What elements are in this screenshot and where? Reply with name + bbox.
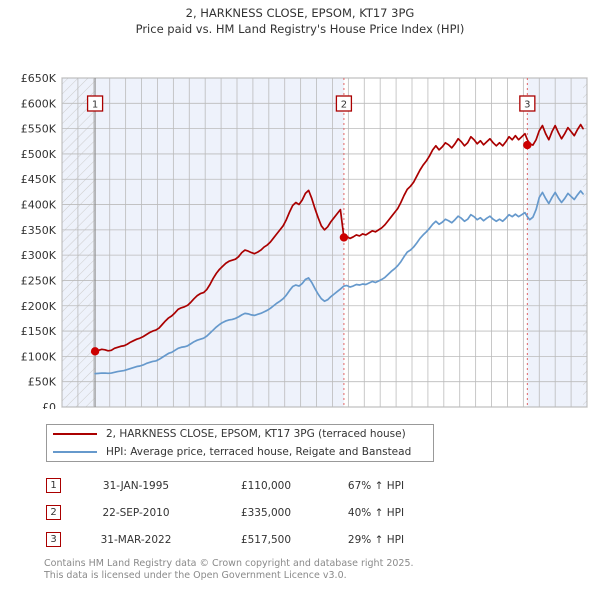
- svg-text:£100K: £100K: [21, 350, 57, 363]
- svg-text:£50K: £50K: [28, 376, 57, 389]
- footer-attribution: Contains HM Land Registry data © Crown c…: [44, 558, 564, 582]
- svg-text:£550K: £550K: [21, 123, 57, 136]
- page-title: 2, HARKNESS CLOSE, EPSOM, KT17 3PG: [185, 6, 415, 20]
- svg-text:3: 3: [524, 100, 530, 111]
- table-row: 2 22-SEP-2010 £335,000 40% ↑ HPI: [46, 499, 466, 526]
- transaction-price: £335,000: [240, 506, 292, 519]
- svg-text:£450K: £450K: [21, 173, 57, 186]
- transaction-date: 31-JAN-1995: [102, 479, 170, 492]
- transaction-badge: 2: [46, 505, 61, 520]
- svg-text:£600K: £600K: [21, 97, 57, 110]
- svg-text:£0: £0: [42, 401, 56, 409]
- transaction-hpi-delta: 67% ↑ HPI: [347, 479, 405, 492]
- chart-titles: 2, HARKNESS CLOSE, EPSOM, KT17 3PG Price…: [0, 0, 600, 37]
- legend-item-property: 2, HARKNESS CLOSE, EPSOM, KT17 3PG (terr…: [47, 425, 433, 443]
- price-history-chart: £0 £50K £100K £150K £200K £250K £300K £350K £400…: [21, 72, 588, 409]
- plot-background: [61, 77, 588, 408]
- transaction-date: 22-SEP-2010: [102, 506, 170, 519]
- legend-item-hpi: HPI: Average price, terraced house, Reig…: [47, 443, 433, 461]
- svg-text:£400K: £400K: [21, 199, 57, 212]
- svg-text:£150K: £150K: [21, 325, 57, 338]
- transaction-hpi-delta: 29% ↑ HPI: [347, 533, 405, 546]
- svg-text:£650K: £650K: [21, 72, 57, 85]
- transaction-hpi-delta: 40% ↑ HPI: [347, 506, 405, 519]
- footer-line-2: This data is licensed under the Open Gov…: [44, 570, 347, 581]
- grid-lines: [61, 77, 588, 408]
- transaction-price: £110,000: [240, 479, 292, 492]
- legend-swatch-hpi: [53, 451, 97, 453]
- legend-label-hpi: HPI: Average price, terraced house, Reig…: [106, 446, 412, 458]
- chart-area: £0 £50K £100K £150K £200K £250K £300K £350K £400…: [0, 37, 600, 409]
- table-row: 3 31-MAR-2022 £517,500 29% ↑ HPI: [46, 526, 466, 553]
- svg-text:£200K: £200K: [21, 300, 57, 313]
- table-row: 1 31-JAN-1995 £110,000 67% ↑ HPI: [46, 472, 466, 499]
- svg-text:£350K: £350K: [21, 224, 57, 237]
- transaction-badge: 1: [46, 478, 61, 493]
- y-axis-labels: £0 £50K £100K £150K £200K £250K £300K £350K £400…: [21, 72, 57, 409]
- chart-legend: 2, HARKNESS CLOSE, EPSOM, KT17 3PG (terr…: [46, 424, 434, 462]
- svg-text:£250K: £250K: [21, 274, 57, 287]
- footer-line-1: Contains HM Land Registry data © Crown c…: [44, 558, 414, 569]
- series-lines: [94, 123, 584, 375]
- page-subtitle: Price paid vs. HM Land Registry's House …: [135, 22, 465, 36]
- transaction-price: £517,500: [240, 533, 292, 546]
- transaction-badge: 3: [46, 532, 61, 547]
- marker-badges: 1 2 3: [86, 95, 536, 112]
- svg-text:£500K: £500K: [21, 148, 57, 161]
- svg-text:1: 1: [92, 100, 98, 111]
- legend-label-property: 2, HARKNESS CLOSE, EPSOM, KT17 3PG (terr…: [106, 428, 406, 440]
- svg-text:£300K: £300K: [21, 249, 57, 262]
- legend-swatch-property: [53, 433, 97, 435]
- svg-text:2: 2: [341, 100, 347, 111]
- marker-dots: [90, 140, 532, 356]
- transaction-date: 31-MAR-2022: [100, 533, 172, 546]
- transactions-table: 1 31-JAN-1995 £110,000 67% ↑ HPI 2 22-SE…: [46, 472, 466, 553]
